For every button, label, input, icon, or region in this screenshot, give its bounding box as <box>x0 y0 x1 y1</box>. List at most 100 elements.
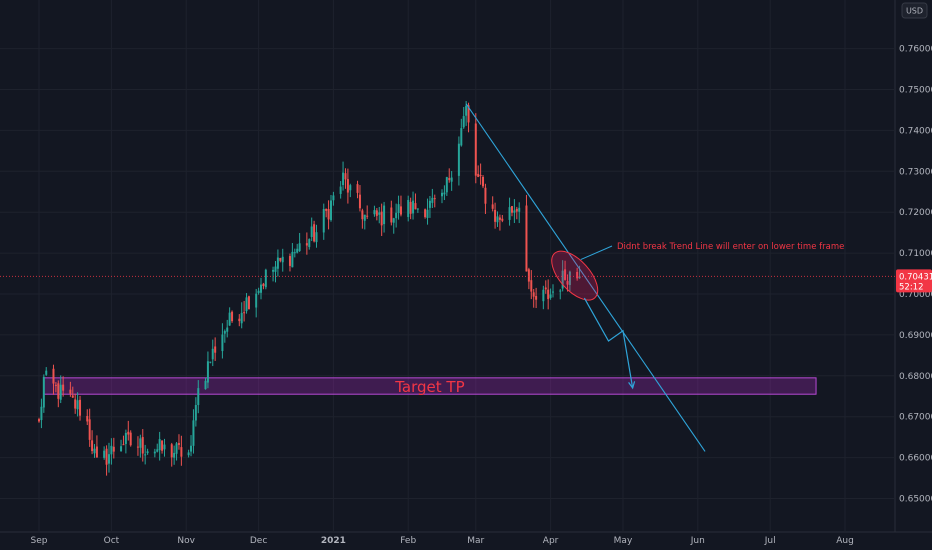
candle <box>194 397 197 427</box>
candle <box>88 408 91 447</box>
candle-body <box>296 248 299 253</box>
candle-body <box>346 179 349 193</box>
candle-body <box>40 406 43 421</box>
x-tick-label: Sep <box>31 536 48 546</box>
x-tick-label: Jul <box>764 536 776 546</box>
candle <box>477 165 480 178</box>
candle <box>262 282 265 290</box>
candle-body <box>361 210 364 220</box>
candle-body <box>180 447 183 457</box>
candle-body <box>161 440 164 451</box>
candle <box>211 339 214 367</box>
candle <box>378 206 381 224</box>
currency-button-bg <box>901 2 928 19</box>
candle-body <box>527 269 530 282</box>
candle <box>54 382 57 393</box>
candle <box>52 364 55 395</box>
candle <box>325 208 328 218</box>
candle-body <box>491 204 494 209</box>
candles <box>38 101 581 476</box>
candle <box>276 249 279 277</box>
candle-body <box>474 123 477 176</box>
candle <box>257 287 260 295</box>
candle <box>153 448 156 458</box>
candle-body <box>57 383 60 399</box>
candle-body <box>416 208 419 210</box>
candle <box>161 440 164 454</box>
candle <box>479 163 482 185</box>
candle-body <box>325 208 328 211</box>
candle-body <box>576 271 579 279</box>
candle-body <box>358 194 361 209</box>
candle <box>399 195 402 217</box>
candle <box>445 176 448 196</box>
candle <box>494 202 497 229</box>
candle-body <box>112 446 115 452</box>
candle <box>69 381 72 397</box>
candle <box>552 284 555 298</box>
candle <box>173 445 176 465</box>
candle <box>57 380 60 408</box>
candle-body <box>457 143 460 176</box>
currency-button[interactable]: USD <box>901 2 928 19</box>
candle-body <box>532 292 535 297</box>
candle-body <box>221 334 224 352</box>
candle-body <box>42 376 45 408</box>
currency-button-label: USD <box>906 7 923 16</box>
candle-body <box>144 454 147 456</box>
candle <box>95 435 98 458</box>
candle <box>305 232 308 255</box>
candle-body <box>293 252 296 254</box>
x-tick-label: Mar <box>467 536 484 546</box>
candle-body <box>69 389 72 394</box>
candle-body <box>240 312 243 324</box>
candle <box>327 200 330 230</box>
candle <box>240 302 243 329</box>
candle <box>124 429 127 454</box>
candle-body <box>542 289 545 302</box>
candle-body <box>525 205 528 272</box>
forecast-path <box>583 297 634 389</box>
candle <box>498 214 501 231</box>
candle-body <box>373 210 376 215</box>
candle <box>431 188 434 209</box>
candle-body <box>103 450 106 458</box>
candle <box>59 375 62 404</box>
candle-body <box>332 195 335 201</box>
candle <box>448 168 451 183</box>
candle-body <box>322 209 325 233</box>
candle <box>513 199 516 223</box>
candle <box>122 435 125 446</box>
candle-body <box>45 370 48 375</box>
target-zone-label: Target TP <box>394 378 464 396</box>
candle-body <box>276 257 279 269</box>
candle <box>141 429 144 462</box>
candle <box>177 434 180 450</box>
candle-body <box>409 201 412 214</box>
candle-body <box>214 346 217 353</box>
candle <box>363 214 366 230</box>
candle-body <box>327 208 330 220</box>
candle <box>76 392 79 417</box>
time-axis[interactable]: Sep Oct Nov Dec 2021 Feb Mar Apr May Jun Jul Aug <box>31 536 854 546</box>
candle-body <box>279 257 282 261</box>
candle <box>329 195 332 222</box>
candle-body <box>566 281 569 285</box>
candle <box>129 430 132 447</box>
candle <box>356 180 359 199</box>
candle <box>564 260 567 281</box>
candle-body <box>395 212 398 219</box>
candle <box>260 277 263 300</box>
candle-body <box>272 269 275 272</box>
candle <box>187 449 190 458</box>
candle <box>40 398 43 429</box>
